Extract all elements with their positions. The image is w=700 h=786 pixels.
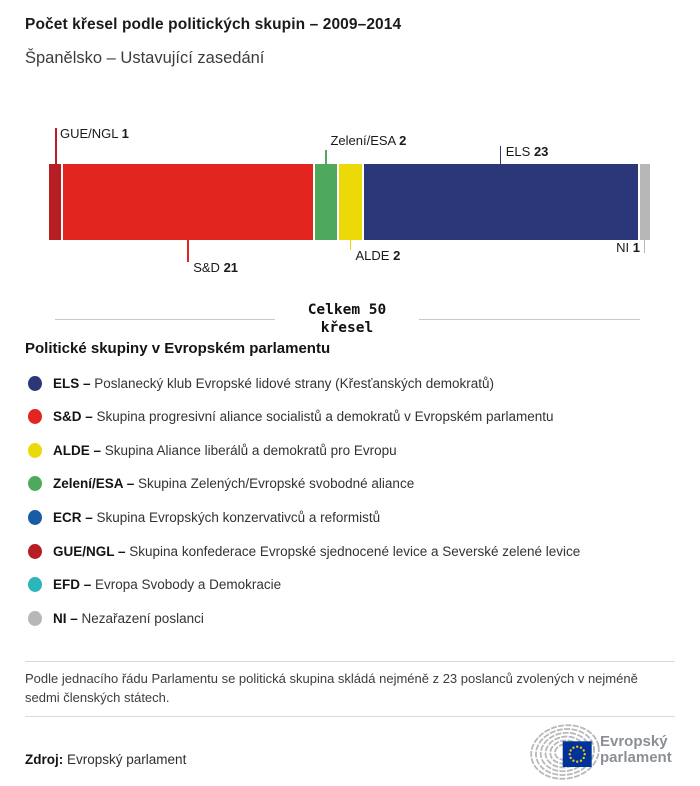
callout-seat-count: 1 [632, 240, 640, 255]
callout-label-ALDE: ALDE 2 [356, 248, 401, 263]
callout-group-code: NI [616, 240, 633, 255]
legend-item-EFD: EFD – Evropa Svobody a Demokracie [28, 573, 281, 597]
legend-color-dot [28, 476, 42, 492]
bar-segment-Zelení/ESA [315, 164, 338, 240]
legend-color-dot [28, 375, 42, 391]
callout-seat-count: 23 [533, 144, 549, 159]
legend-group-code: S&D – [53, 409, 97, 425]
callout-group-code: GUE/NGL [60, 126, 122, 141]
callout-label-NI: NI 1 [616, 240, 640, 255]
eu-flag-star [576, 745, 579, 748]
legend-color-dot [28, 409, 42, 425]
callout-line-NI [643, 240, 646, 253]
seat-distribution-bar-chart: GUE/NGL 1 S&D 21 Zelení/ESA 2 ALDE 2 ELS 23 N… [0, 0, 700, 300]
callout-line-ELS [499, 146, 502, 164]
eu-flag-star [582, 749, 585, 752]
legend-item-ALDE: ALDE – Skupina Aliance liberálů a demokr… [28, 438, 397, 462]
hemicycle-arc [530, 724, 600, 780]
legend-item-NI: NI – Nezařazení poslanci [28, 606, 204, 630]
legend-color-dot [28, 442, 42, 458]
eu-flag-star [583, 753, 586, 756]
logo-text-line2: parlament [600, 748, 672, 766]
legend-group-code: EFD – [53, 577, 96, 593]
bar-segment-S&D [63, 164, 314, 240]
total-seats-line1: Celkem 50 [307, 302, 387, 318]
total-seats-line2: křesel [320, 320, 374, 336]
source-line: Zdroj: Evropský parlament [25, 752, 186, 767]
footnote: Podle jednacího řádu Parlamentu se polit… [25, 671, 638, 705]
callout-seat-count: 2 [399, 133, 407, 148]
source-label: Zdroj: [25, 752, 64, 767]
legend-color-dot [28, 610, 42, 626]
logo-text: Evropský parlament [600, 734, 672, 765]
page-subtitle: Španělsko – Ustavující zasedání [25, 49, 265, 67]
legend-item-text: S&D – Skupina progresivní aliance social… [53, 409, 554, 425]
legend-group-code: NI – [53, 610, 82, 626]
legend-item-S&D: S&D – Skupina progresivní aliance social… [28, 405, 554, 429]
legend-item-ELS: ELS – Poslanecký klub Evropské lidové st… [28, 371, 494, 395]
eu-flag-star [568, 753, 571, 756]
legend-item-GUE/NGL: GUE/NGL – Skupina konfederace Evropské s… [28, 539, 580, 563]
callout-line-Zelení/ESA [325, 150, 327, 164]
eu-flag-star [572, 746, 575, 749]
eu-flag-star [569, 749, 572, 752]
legend-group-code: GUE/NGL – [53, 543, 130, 559]
eu-flag-icon [562, 741, 592, 767]
callout-group-code: Zelení/ESA [330, 133, 400, 148]
callout-seat-count: 21 [223, 260, 239, 275]
legend-group-code: ALDE – [53, 442, 105, 458]
callout-line-ALDE [349, 240, 351, 250]
callout-group-code: S&D [193, 260, 224, 275]
bar-segment-ELS [363, 164, 638, 240]
bar-segment-GUE/NGL [49, 164, 62, 240]
legend-item-Zelení/ESA: Zelení/ESA – Skupina Zelených/Evropské s… [28, 472, 414, 496]
bar-segment-ALDE [339, 164, 362, 240]
legend-group-code: ECR – [53, 509, 97, 525]
total-seats-label: Celkem 50 křesel [247, 301, 447, 337]
callout-label-Zelení/ESA: Zelení/ESA 2 [330, 133, 406, 148]
eu-flag-star [569, 756, 572, 760]
european-parliament-logo: Evropský parlament [520, 722, 690, 782]
legend-group-code: Zelení/ESA – [53, 476, 139, 492]
eu-flag-star [579, 746, 583, 749]
eu-flag-star [572, 759, 575, 762]
legend-item-text: Zelení/ESA – Skupina Zelených/Evropské s… [53, 476, 415, 492]
hemicycle-arc [535, 728, 595, 776]
note-divider-top [25, 661, 675, 662]
eu-flag-star [576, 760, 579, 763]
callout-line-S&D [187, 240, 189, 262]
legend-color-dot [28, 509, 42, 525]
legend-item-text: EFD – Evropa Svobody a Demokracie [53, 577, 282, 593]
legend-item-text: ELS – Poslanecký klub Evropské lidové st… [53, 375, 494, 391]
eu-flag-star [579, 759, 583, 762]
legend-item-ECR: ECR – Skupina Evropských konzervativců a… [28, 505, 380, 529]
source-value: Evropský parlament [67, 752, 187, 767]
callout-label-S&D: S&D 21 [193, 260, 238, 275]
callout-label-GUE/NGL: GUE/NGL 1 [60, 126, 129, 141]
callout-line-GUE/NGL [55, 128, 57, 164]
callout-group-code: ELS [505, 144, 534, 159]
bar-segment-NI [639, 164, 650, 240]
legend-heading: Politické skupiny v Evropském parlamentu [25, 340, 331, 357]
parliament-hemicycle-icon [530, 724, 600, 780]
total-divider-right [419, 319, 640, 320]
callout-group-code: ALDE [355, 248, 394, 263]
legend-item-text: ALDE – Skupina Aliance liberálů a demokr… [53, 442, 397, 458]
legend-group-code: ELS – [53, 375, 95, 391]
note-divider-bottom [25, 716, 675, 717]
eu-flag-star [582, 756, 585, 760]
legend-item-text: ECR – Skupina Evropských konzervativců a… [53, 509, 381, 525]
legend-item-text: NI – Nezařazení poslanci [53, 610, 204, 626]
callout-seat-count: 1 [121, 126, 129, 141]
legend-item-text: GUE/NGL – Skupina konfederace Evropské s… [53, 543, 581, 559]
legend-color-dot [28, 543, 42, 559]
callout-seat-count: 2 [393, 248, 401, 263]
logo-text-line1: Evropský [600, 733, 668, 750]
page-title: Počet křesel podle politických skupin – … [25, 16, 402, 33]
legend-color-dot [28, 577, 42, 593]
callout-label-ELS: ELS 23 [506, 144, 549, 159]
total-divider-left [55, 319, 275, 320]
